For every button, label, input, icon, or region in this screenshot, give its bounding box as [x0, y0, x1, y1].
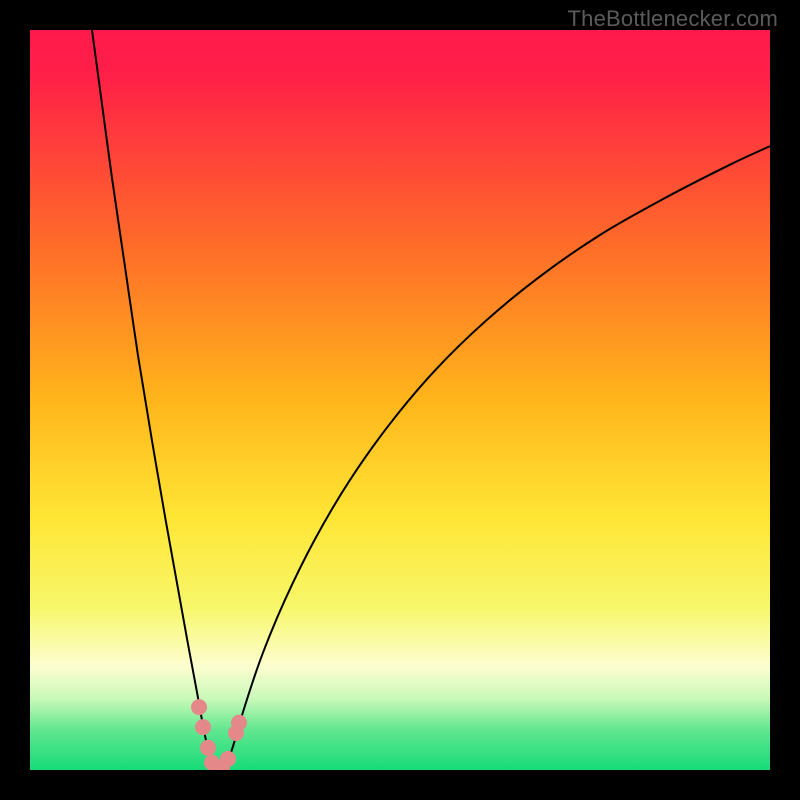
marker-dot [191, 699, 207, 715]
marker-dot [231, 715, 247, 731]
chart-background [30, 30, 770, 770]
marker-dot [220, 751, 236, 767]
chart-svg [30, 30, 770, 770]
marker-dot [200, 740, 216, 756]
marker-dot [195, 719, 211, 735]
chart-plot [30, 30, 770, 770]
watermark-text: TheBottlenecker.com [568, 6, 778, 32]
chart-frame [30, 30, 770, 770]
